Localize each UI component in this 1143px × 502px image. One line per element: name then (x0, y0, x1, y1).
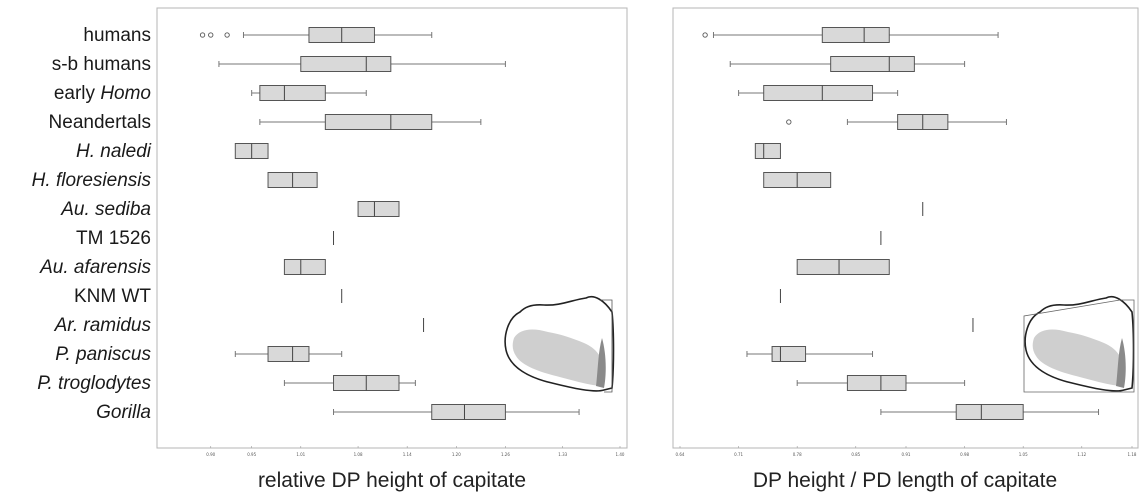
right-box-8 (796, 259, 890, 275)
category-label: early Homo (54, 83, 151, 104)
right-box-0 (702, 27, 999, 43)
left-box-5 (267, 172, 318, 188)
left-box-2 (251, 85, 367, 101)
left-x-tick-label: 1.33 (558, 452, 567, 457)
right-box-12 (796, 375, 966, 391)
outlier-point (199, 32, 206, 38)
right-x-tick-label: 0.98 (960, 452, 969, 457)
iqr-box (324, 114, 433, 130)
left-boxplot-area: 0.90 0.95 1.01 1.08 1.14 1.20 1.26 1.33 1.40 (199, 27, 625, 457)
right-x-tick-label: 1.12 (1077, 452, 1086, 457)
iqr-box (431, 404, 506, 420)
iqr-box (796, 259, 890, 275)
right-x-axis-label: DP height / PD length of capitate (753, 469, 1057, 492)
left-x-axis-label: relative DP height of capitate (258, 469, 526, 492)
left-x-tick-label: 1.14 (403, 452, 412, 457)
iqr-box (267, 346, 310, 362)
category-label: humans (83, 25, 151, 46)
iqr-box (771, 346, 807, 362)
iqr-box (300, 56, 392, 72)
left-x-tick-label: 1.20 (452, 452, 461, 457)
outlier-point (208, 32, 214, 38)
right-x-tick-label: 0.91 (902, 452, 911, 457)
right-box-1 (729, 56, 966, 72)
right-x-tick-label: 1.05 (1019, 452, 1028, 457)
category-label: Au. afarensis (39, 257, 151, 278)
right-x-tick-label: 0.85 (851, 452, 860, 457)
category-label: Au. sediba (60, 199, 151, 220)
iqr-box (955, 404, 1024, 420)
left-x-tick-label: 1.40 (616, 452, 625, 457)
capitate-illustration-right (1023, 296, 1135, 393)
category-label: Gorilla (96, 402, 151, 423)
iqr-box (259, 85, 326, 101)
iqr-box (357, 201, 400, 217)
category-label: s-b humans (52, 54, 151, 75)
iqr-box (283, 259, 326, 275)
right-x-tick-label: 0.78 (793, 452, 802, 457)
right-x-tick-label: 0.71 (734, 452, 743, 457)
category-label: TM 1526 (76, 228, 151, 249)
left-x-tick-label: 1.26 (501, 452, 510, 457)
right-box-4 (754, 143, 781, 159)
right-boxplot-area: 0.64 0.71 0.78 0.85 0.91 0.98 1.05 1.12 1.18 (676, 27, 1137, 457)
right-plot-frame (672, 7, 1139, 449)
left-box-12 (283, 375, 416, 391)
left-x-tick-label: 0.90 (206, 452, 215, 457)
capitate-illustration-left (504, 296, 615, 393)
iqr-box (763, 85, 874, 101)
right-box-2 (738, 85, 899, 101)
left-x-tick-label: 1.01 (296, 452, 305, 457)
category-label: Neandertals (49, 112, 151, 133)
category-labels: humans s-b humans early Homo Neandertals H. … (32, 25, 152, 423)
left-box-1 (218, 56, 506, 72)
right-box-5 (763, 172, 832, 188)
right-x-tick-label: 0.64 (676, 452, 685, 457)
left-box-3 (259, 114, 482, 130)
left-x-tick-label: 0.95 (247, 452, 256, 457)
category-label: P. paniscus (55, 344, 151, 365)
outlier-point (786, 119, 792, 125)
right-box-13 (880, 404, 1100, 420)
outlier-point (702, 32, 708, 38)
category-label: KNM WT (74, 286, 151, 307)
left-plot-frame (156, 7, 628, 449)
left-box-0 (199, 27, 433, 43)
category-label: H. floresiensis (32, 170, 152, 191)
left-x-tick-label: 1.08 (354, 452, 363, 457)
category-label: P. troglodytes (37, 373, 151, 394)
left-box-6 (357, 201, 400, 217)
iqr-box (846, 375, 907, 391)
left-box-8 (283, 259, 326, 275)
left-box-4 (234, 143, 269, 159)
outlier-point (224, 32, 230, 38)
right-box-3 (786, 114, 1007, 130)
iqr-box (821, 27, 890, 43)
category-label: Ar. ramidus (54, 315, 152, 336)
iqr-box (754, 143, 781, 159)
iqr-box (830, 56, 915, 72)
left-box-13 (333, 404, 580, 420)
category-label: H. naledi (76, 141, 152, 162)
right-box-11 (746, 346, 874, 362)
right-x-tick-label: 1.18 (1128, 452, 1137, 457)
left-box-11 (234, 346, 343, 362)
